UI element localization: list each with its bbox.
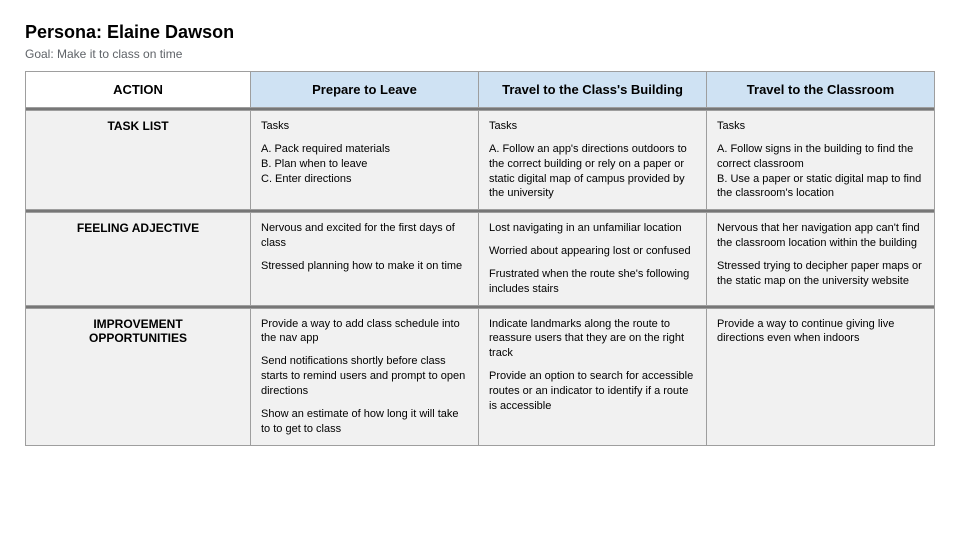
cell-text: Show an estimate of how long it will tak… bbox=[261, 407, 468, 437]
cell-text: Lost navigating in an unfamiliar locatio… bbox=[489, 221, 696, 236]
cell: Tasks A. Follow signs in the building to … bbox=[707, 111, 935, 210]
row-label: TASK LIST bbox=[26, 111, 251, 210]
header-row: ACTION Prepare to Leave Travel to the Cl… bbox=[26, 72, 935, 108]
cell-text: Nervous that her navigation app can't fi… bbox=[717, 221, 924, 251]
cell: Indicate landmarks along the route to re… bbox=[479, 308, 707, 445]
cell: Provide a way to add class schedule into… bbox=[251, 308, 479, 445]
cell: Nervous and excited for the first days o… bbox=[251, 213, 479, 305]
cell-text: Stressed planning how to make it on time bbox=[261, 259, 468, 274]
action-header: ACTION bbox=[26, 72, 251, 108]
cell-text: Provide an option to search for accessib… bbox=[489, 369, 696, 414]
cell: Provide a way to continue giving live di… bbox=[707, 308, 935, 445]
cell-text: A. Pack required materialsB. Plan when t… bbox=[261, 142, 468, 187]
phase-header-1: Travel to the Class's Building bbox=[479, 72, 707, 108]
cell-text: Send notifications shortly before class … bbox=[261, 354, 468, 399]
cell-text: Provide a way to continue giving live di… bbox=[717, 317, 924, 347]
cell-text: Worried about appearing lost or confused bbox=[489, 244, 696, 259]
cell: Nervous that her navigation app can't fi… bbox=[707, 213, 935, 305]
phase-header-0: Prepare to Leave bbox=[251, 72, 479, 108]
cell-text: Tasks bbox=[717, 119, 924, 134]
table-row: FEELING ADJECTIVE Nervous and excited for… bbox=[26, 213, 935, 305]
cell: Tasks A. Pack required materialsB. Plan w… bbox=[251, 111, 479, 210]
cell-text: Indicate landmarks along the route to re… bbox=[489, 317, 696, 362]
journey-table: ACTION Prepare to Leave Travel to the Cl… bbox=[25, 71, 935, 446]
cell-text: Nervous and excited for the first days o… bbox=[261, 221, 468, 251]
cell-text: Tasks bbox=[261, 119, 468, 134]
cell-text: Tasks bbox=[489, 119, 696, 134]
cell: Lost navigating in an unfamiliar locatio… bbox=[479, 213, 707, 305]
table-row: TASK LIST Tasks A. Pack required materials… bbox=[26, 111, 935, 210]
persona-title: Persona: Elaine Dawson bbox=[25, 22, 935, 43]
cell: Tasks A. Follow an app's directions outdo… bbox=[479, 111, 707, 210]
cell-text: A. Follow signs in the building to find … bbox=[717, 142, 924, 201]
cell-text: Stressed trying to decipher paper maps o… bbox=[717, 259, 924, 289]
row-label: IMPROVEMENTOPPORTUNITIES bbox=[26, 308, 251, 445]
table-row: IMPROVEMENTOPPORTUNITIES Provide a way to… bbox=[26, 308, 935, 445]
table-body: TASK LIST Tasks A. Pack required materials… bbox=[26, 108, 935, 446]
cell-text: Provide a way to add class schedule into… bbox=[261, 317, 468, 347]
phase-header-2: Travel to the Classroom bbox=[707, 72, 935, 108]
journey-map: Persona: Elaine Dawson Goal: Make it to … bbox=[0, 0, 960, 446]
row-label: FEELING ADJECTIVE bbox=[26, 213, 251, 305]
cell-text: A. Follow an app's directions outdoors t… bbox=[489, 142, 696, 201]
cell-text: Frustrated when the route she's followin… bbox=[489, 267, 696, 297]
persona-goal: Goal: Make it to class on time bbox=[25, 47, 935, 61]
